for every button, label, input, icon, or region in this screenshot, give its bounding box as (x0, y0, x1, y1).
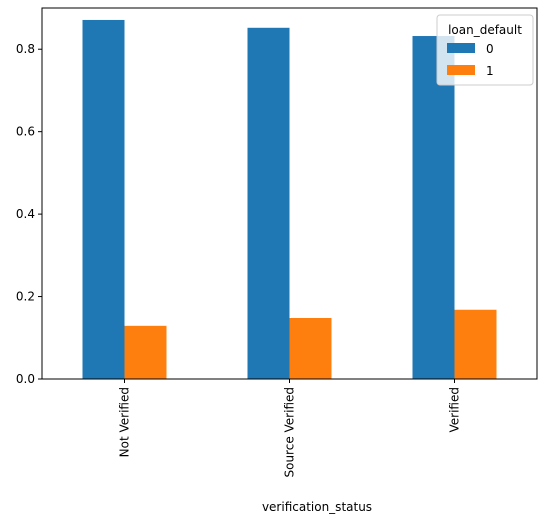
bar-series-0-not-verified (82, 19, 125, 380)
y-tick-label: 0.6 (16, 125, 35, 139)
legend-swatch-0 (447, 43, 475, 53)
legend-swatch-1 (447, 65, 475, 75)
ticks-layer: 0.0 0.2 0.4 0.6 0.8 Not Verified Source Verifi… (16, 42, 462, 477)
bar-series-1-verified (454, 309, 497, 379)
legend: loan_default 0 1 (436, 14, 534, 86)
bars-layer (82, 19, 497, 380)
y-tick-label: 0.0 (16, 372, 35, 386)
legend-label-0: 0 (486, 42, 494, 56)
x-tick-label: Not Verified (118, 387, 132, 457)
x-axis-label: verification_status (262, 500, 372, 514)
y-tick-label: 0.8 (16, 42, 35, 56)
legend-title: loan_default (448, 23, 522, 37)
y-tick-label: 0.2 (16, 290, 35, 304)
bar-series-0-source-verified (247, 27, 290, 379)
bar-series-1-source-verified (289, 317, 332, 379)
bar-series-0-verified (412, 36, 455, 379)
y-tick-label: 0.4 (16, 207, 35, 221)
bar-series-1-not-verified (124, 325, 167, 379)
legend-label-1: 1 (486, 64, 494, 78)
x-tick-label: Source Verified (283, 387, 297, 478)
x-tick-label: Verified (448, 387, 462, 433)
